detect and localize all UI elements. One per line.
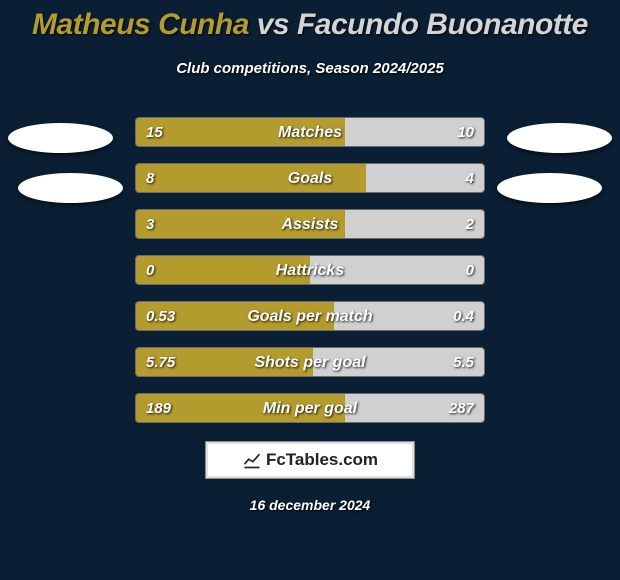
title-player2: Facundo Buonanotte bbox=[297, 8, 588, 41]
title-player1: Matheus Cunha bbox=[32, 8, 249, 41]
logo-text: FcTables.com bbox=[266, 450, 378, 470]
stat-bar-player1 bbox=[136, 118, 345, 146]
stat-row: Min per goal189287 bbox=[135, 393, 485, 423]
title-vs: vs bbox=[257, 8, 289, 41]
fctables-logo[interactable]: FcTables.com bbox=[205, 441, 415, 479]
stat-bar-player2 bbox=[334, 302, 484, 330]
stat-bar-player1 bbox=[136, 394, 345, 422]
stat-bar-player2 bbox=[345, 118, 484, 146]
footer-date: 16 december 2024 bbox=[0, 497, 620, 513]
page-title: Matheus Cunha vs Facundo Buonanotte bbox=[0, 0, 620, 42]
chart-icon bbox=[242, 450, 262, 470]
player2-club-badge-icon bbox=[507, 123, 612, 153]
stat-bar-player1 bbox=[136, 348, 313, 376]
stat-row: Hattricks00 bbox=[135, 255, 485, 285]
stat-bar-player1 bbox=[136, 210, 345, 238]
stat-bar-player2 bbox=[345, 394, 484, 422]
stat-bar-player2 bbox=[310, 256, 484, 284]
player1-club-badge-icon bbox=[8, 123, 113, 153]
subtitle: Club competitions, Season 2024/2025 bbox=[0, 60, 620, 77]
stat-bar-player2 bbox=[313, 348, 484, 376]
stat-row: Goals per match0.530.4 bbox=[135, 301, 485, 331]
stat-row: Goals84 bbox=[135, 163, 485, 193]
stat-bar-player1 bbox=[136, 256, 310, 284]
stat-bar-player2 bbox=[345, 210, 484, 238]
stat-bar-player2 bbox=[366, 164, 484, 192]
stat-row: Matches1510 bbox=[135, 117, 485, 147]
stat-row: Assists32 bbox=[135, 209, 485, 239]
stat-bar-player1 bbox=[136, 302, 334, 330]
player2-nation-badge-icon bbox=[497, 173, 602, 203]
stats-list: Matches1510 Goals84 Assists32 Hattricks00 Go… bbox=[135, 117, 485, 423]
stat-row: Shots per goal5.755.5 bbox=[135, 347, 485, 377]
stat-bar-player1 bbox=[136, 164, 366, 192]
player1-nation-badge-icon bbox=[18, 173, 123, 203]
